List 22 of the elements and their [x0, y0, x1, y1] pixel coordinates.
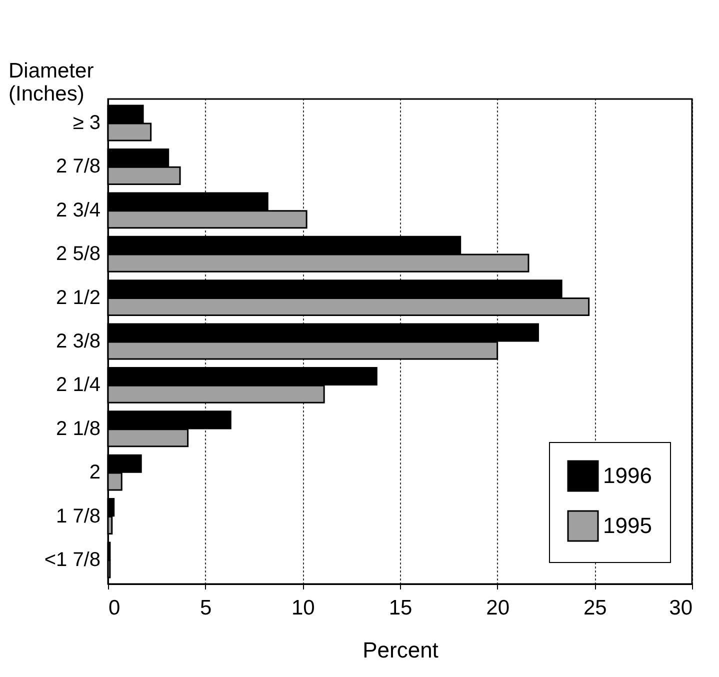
y-tick-label: 2	[89, 462, 100, 484]
legend-label: 1996	[603, 463, 652, 488]
y-tick-label: 2 3/4	[56, 199, 100, 222]
legend-label: 1995	[603, 513, 652, 538]
x-tick-label: 15	[388, 596, 412, 620]
x-tick-label: 0	[108, 596, 120, 620]
x-tick-label: 5	[200, 596, 212, 620]
x-tick-label: 10	[291, 596, 315, 620]
x-tick-label: 30	[669, 596, 692, 620]
y-tick-label: 2 5/8	[56, 243, 100, 266]
y-tick-label: 2 1/8	[56, 418, 100, 440]
x-axis-title: Percent	[362, 638, 438, 662]
y-tick-label: <1 7/8	[44, 548, 100, 571]
y-tick-label: 2 1/4	[56, 374, 100, 396]
y-tick-label: 2 7/8	[56, 156, 100, 178]
y-axis-title: Diameter (Inches)	[8, 60, 94, 106]
y-tick-label: 2 3/8	[56, 330, 100, 352]
y-tick-label: 2 1/2	[56, 286, 100, 309]
y-tick-label: ≥ 3	[72, 112, 100, 134]
x-tick-label: 20	[486, 596, 510, 620]
y-tick-label: 1 7/8	[56, 505, 100, 528]
x-tick-label: 25	[583, 596, 607, 620]
